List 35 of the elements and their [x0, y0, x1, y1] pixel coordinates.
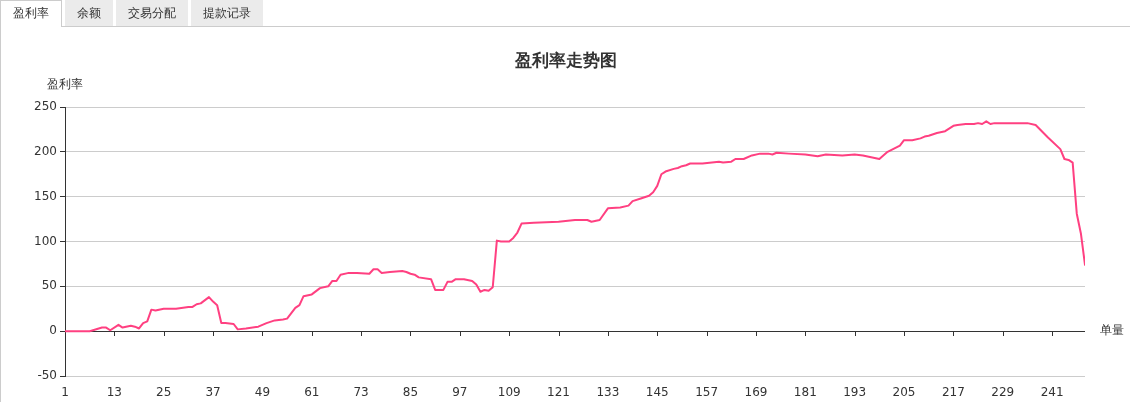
x-tick-label: 169 [744, 385, 768, 400]
tab[interactable]: 余额 [65, 0, 113, 26]
x-tick-label: 133 [596, 385, 620, 400]
y-tick-label: 200 [34, 143, 57, 158]
tab[interactable]: 盈利率 [0, 0, 62, 27]
x-tick-label: 205 [892, 385, 916, 400]
x-tick-label: 193 [843, 385, 867, 400]
y-tick-label: 100 [34, 233, 57, 248]
x-tick-label: 13 [106, 385, 122, 400]
x-tick-label: 25 [156, 385, 172, 400]
chart-title: 盈利率走势图 [513, 50, 617, 71]
x-tick-label: 49 [254, 385, 271, 400]
x-tick-label: 145 [645, 385, 669, 400]
y-tick-label: 0 [49, 323, 57, 338]
x-tick-label: 121 [547, 385, 570, 400]
x-tick-label: 157 [695, 385, 719, 400]
tab[interactable]: 提款记录 [191, 0, 263, 26]
y-axis-title: 盈利率 [47, 77, 83, 92]
x-tick-label: 217 [941, 385, 965, 400]
x-tick-label: 85 [402, 385, 419, 400]
x-tick-label: 229 [991, 385, 1015, 400]
x-tick-label: 37 [205, 385, 221, 400]
x-tick-label: 61 [304, 385, 320, 400]
x-axis-title: 单量 [1100, 323, 1124, 338]
x-tick-label: 73 [353, 385, 369, 400]
y-tick-label: 50 [41, 278, 57, 293]
x-tick-label: 1 [61, 385, 69, 400]
y-tick-label: -50 [37, 368, 57, 383]
x-tick-label: 97 [452, 385, 468, 400]
y-tick-label: 150 [34, 188, 57, 203]
x-tick-label: 181 [793, 385, 817, 400]
tab[interactable]: 交易分配 [116, 0, 188, 26]
x-tick-label: 109 [497, 385, 521, 400]
y-tick-label: 250 [34, 99, 57, 114]
x-tick-label: 241 [1040, 385, 1064, 400]
